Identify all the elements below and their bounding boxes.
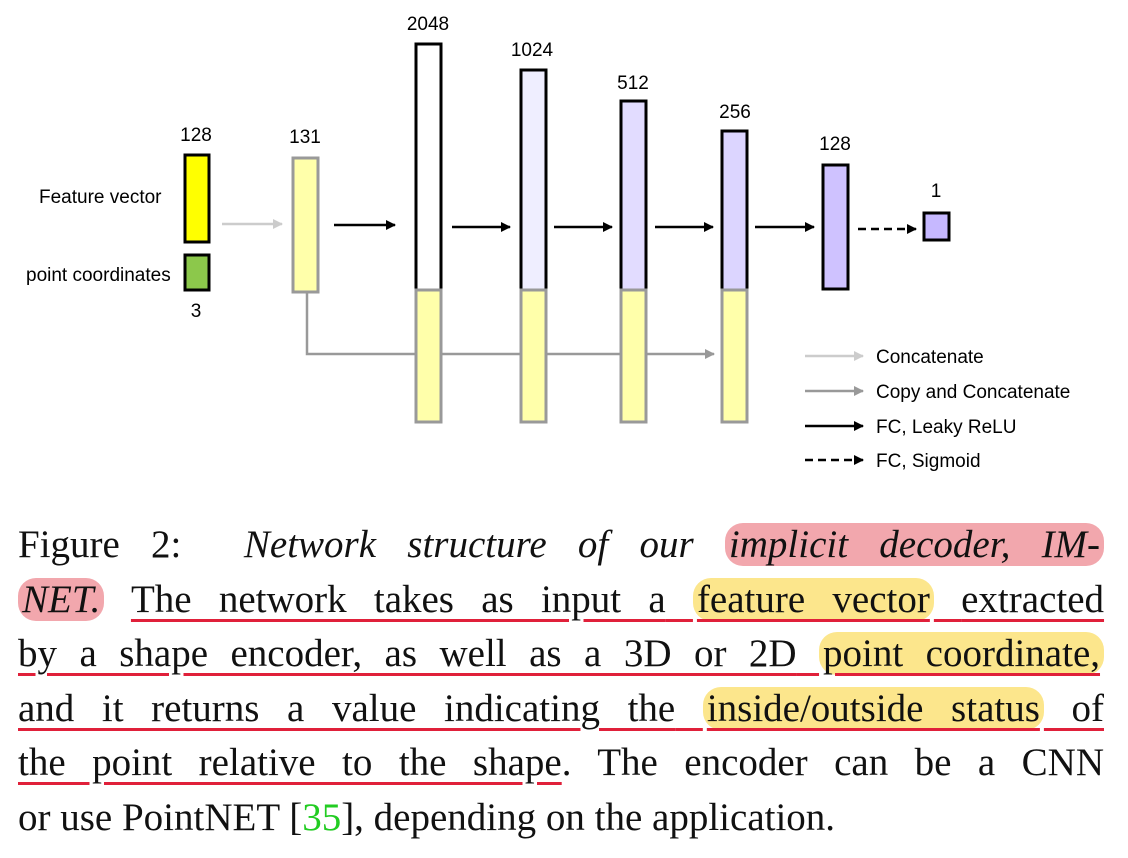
figure-number: Figure 2: [18, 523, 182, 566]
caption-text: ], depending on the application. [341, 795, 836, 839]
highlight-feature-vector: feature vector [692, 577, 934, 621]
caption-text: The encoder can be a CNN [597, 741, 1104, 784]
layer-256-size: 256 [719, 102, 751, 123]
legend-copy-label: Copy and Concatenate [876, 382, 1070, 403]
highlight-point-coordinate: point coordinate, [819, 632, 1105, 675]
layer-128-size: 128 [819, 134, 851, 155]
legend-fc-sigmoid-label: FC, Sigmoid [876, 451, 981, 472]
caption-text: or use PointNET [ [18, 795, 303, 839]
caption-underlined-text: by a shape encoder, as well as a 3D or 2… [18, 632, 1105, 675]
point-coordinates-size: 3 [191, 301, 202, 322]
caption-line-6: or use PointNET [35], depending on the a… [18, 791, 1104, 846]
highlight-inside-outside-status: inside/outside status [702, 686, 1044, 730]
legend-fc-relu-label: FC, Leaky ReLU [876, 417, 1016, 438]
caption-line-2: NET. The network takes as input a featur… [18, 573, 1104, 628]
layer-512-copy [619, 288, 648, 424]
legend-concatenate-label: Concatenate [876, 347, 984, 368]
caption-line-5: the point relative to the shape. The enc… [18, 736, 1104, 791]
highlight-imnet: NET. [18, 577, 105, 621]
layer-256-copy [720, 288, 749, 424]
caption-underlined-text: and it returns a value indicating the in… [18, 686, 1105, 730]
caption-text: and it returns a value indicating the [18, 686, 676, 730]
layer-128-block [821, 163, 850, 291]
concat-block [291, 156, 320, 294]
copy-path [305, 292, 715, 359]
feature-vector-label: Feature vector [39, 187, 162, 208]
citation-link[interactable]: 35 [302, 795, 342, 839]
point-coordinates-block [183, 253, 211, 292]
layer-1024-block [519, 68, 548, 292]
layer-512-block [619, 99, 648, 292]
layer-2048-copy [414, 288, 443, 424]
output-size: 1 [931, 181, 942, 202]
legend: Concatenate Copy and Concatenate FC, Lea… [805, 347, 1070, 472]
caption-text: of [1071, 686, 1105, 730]
feature-vector-block [183, 153, 211, 244]
layer-2048-block [414, 42, 443, 292]
layer-1024-size: 1024 [511, 40, 554, 61]
feature-vector-size: 128 [180, 125, 212, 146]
caption-line-1: Figure 2: Network structure of our impli… [18, 518, 1105, 573]
caption-line-4: and it returns a value indicating the in… [18, 682, 1104, 737]
caption-text: extracted [961, 577, 1105, 621]
layer-2048-size: 2048 [407, 14, 449, 35]
layer-256-block [720, 129, 749, 292]
point-coordinates-label: point coordinates [26, 265, 171, 286]
network-diagram: Feature vector 128 point coordinates 3 1… [26, 14, 1070, 472]
caption-underlined-text: The network takes as input a feature vec… [130, 577, 1105, 621]
caption-text: The network takes as input a [130, 577, 666, 621]
layer-1024-copy [519, 288, 548, 424]
layer-512-size: 512 [617, 73, 649, 94]
caption-text: . [561, 741, 572, 784]
highlight-implicit-decoder: implicit decoder, IM- [724, 523, 1105, 566]
concat-size: 131 [289, 127, 321, 148]
caption-line-3: by a shape encoder, as well as a 3D or 2… [18, 627, 1105, 682]
caption-italic-text: Network structure of our [243, 523, 694, 566]
caption-underlined-text: the point relative to the shape [18, 741, 562, 784]
figure-caption: Figure 2: Network structure of our impli… [18, 518, 1105, 846]
output-block [922, 211, 951, 242]
caption-text: by a shape encoder, as well as a 3D or 2… [18, 632, 797, 675]
